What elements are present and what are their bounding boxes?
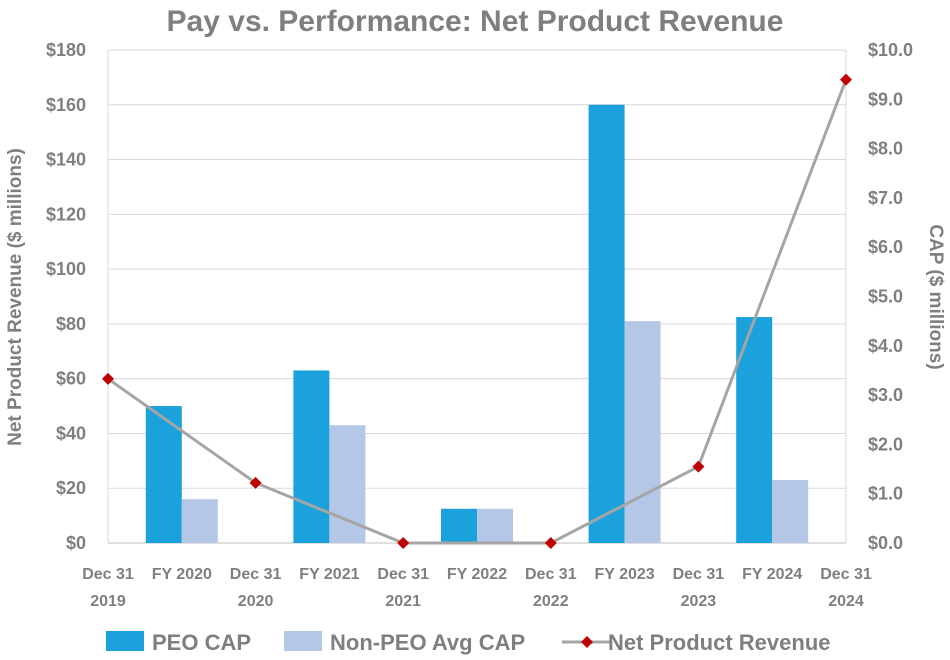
x-tick-label: 2022	[533, 593, 569, 610]
x-tick-label: 2023	[681, 593, 717, 610]
revenue-point	[840, 73, 852, 86]
y-axis-left-title: Net Product Revenue ($ millions)	[5, 148, 26, 446]
legend: PEO CAP Non-PEO Avg CAP Net Product Revenu…	[106, 630, 831, 655]
revenue-line	[102, 73, 852, 549]
x-tick-label: 2019	[90, 593, 126, 610]
y-tick-label: $180	[46, 40, 86, 60]
y-tick-label: $140	[46, 150, 86, 170]
y-tick-label: $60	[56, 369, 86, 389]
x-tick-label: FY 2024	[742, 566, 802, 583]
x-axis-ticks: Dec 31 2019 FY 2020 Dec 31 2020 FY 2021 Dec 31…	[82, 566, 872, 610]
plot-frame	[107, 50, 847, 544]
chart-title: Pay vs. Performance: Net Product Revenue	[167, 5, 784, 38]
legend-marker	[581, 636, 593, 648]
legend-label: PEO CAP	[152, 630, 251, 655]
x-tick-label: FY 2022	[447, 566, 507, 583]
legend-swatch	[284, 631, 322, 651]
bar-non-peo-avg-cap-fy-2020	[181, 499, 218, 543]
bar-non-peo-avg-cap-fy-2023	[624, 321, 661, 543]
x-tick-label: 2024	[828, 593, 864, 610]
bar-peo-cap-fy-2022	[441, 508, 477, 543]
gridlines	[108, 49, 846, 544]
y2-tick-label: $5.0	[868, 287, 903, 307]
bar-non-peo-avg-cap-fy-2021	[329, 425, 366, 543]
bar-peo-cap-fy-2023	[588, 104, 625, 544]
x-tick-label: 2021	[385, 593, 421, 610]
revenue-point	[397, 537, 410, 549]
legend-label: Non-PEO Avg CAP	[330, 630, 525, 655]
y-tick-label: $0	[66, 533, 86, 553]
x-tick-label: Dec 31	[820, 566, 872, 583]
bars	[145, 104, 809, 544]
revenue-point	[102, 372, 114, 385]
y2-tick-label: $7.0	[868, 188, 903, 208]
y-tick-label: $120	[46, 204, 86, 224]
y-tick-label: $40	[56, 423, 86, 443]
x-tick-label: FY 2021	[299, 566, 359, 583]
y2-tick-label: $9.0	[868, 89, 903, 109]
bar-non-peo-avg-cap-fy-2022	[477, 508, 513, 543]
x-tick-label: FY 2020	[152, 566, 212, 583]
revenue-point	[692, 460, 705, 473]
y2-tick-label: $3.0	[868, 385, 903, 405]
y2-tick-label: $10.0	[868, 40, 913, 60]
x-tick-label: Dec 31	[525, 566, 577, 583]
x-tick-label: Dec 31	[82, 566, 134, 583]
y2-tick-label: $0.0	[868, 533, 903, 553]
revenue-line-path	[107, 79, 848, 545]
y2-tick-label: $4.0	[868, 336, 903, 356]
y-axis-right-ticks: $0.0 $1.0 $2.0 $3.0 $4.0 $5.0 $6.0 $7.0 $8.0 $9.0…	[868, 40, 913, 553]
bar-peo-cap-fy-2021	[293, 370, 330, 543]
y-axis-right-title: CAP ($ millions)	[925, 224, 946, 369]
y2-tick-label: $6.0	[868, 237, 903, 257]
legend-label: Net Product Revenue	[608, 630, 831, 655]
y-tick-label: $80	[56, 314, 86, 334]
bar-non-peo-avg-cap-fy-2024	[772, 480, 809, 543]
bar-peo-cap-fy-2020	[145, 406, 182, 543]
y-tick-label: $160	[46, 95, 86, 115]
y-tick-label: $100	[46, 259, 86, 279]
x-tick-label: Dec 31	[230, 566, 282, 583]
legend-swatch	[106, 631, 144, 651]
y2-tick-label: $8.0	[868, 139, 903, 159]
y-axis-left-ticks: $0 $20 $40 $60 $80 $100 $120 $140 $160 $180	[46, 40, 86, 553]
x-tick-label: FY 2023	[594, 566, 654, 583]
revenue-point	[249, 476, 262, 489]
x-tick-label: 2020	[238, 593, 274, 610]
y2-tick-label: $1.0	[868, 484, 903, 504]
x-tick-label: Dec 31	[377, 566, 429, 583]
revenue-point	[544, 537, 557, 549]
y-tick-label: $20	[56, 478, 86, 498]
y2-tick-label: $2.0	[868, 434, 903, 454]
x-tick-label: Dec 31	[673, 566, 725, 583]
